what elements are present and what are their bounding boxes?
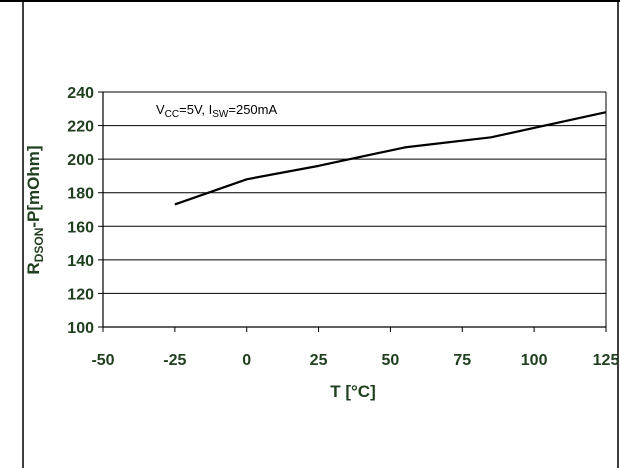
annotation-v: V xyxy=(156,102,165,117)
annotation-v-sub: CC xyxy=(165,109,179,120)
y-tick-label: 200 xyxy=(67,152,94,169)
x-tick-label: 100 xyxy=(521,352,548,369)
y-axis-title: RDSON-P[mOhm] xyxy=(24,145,46,274)
annotation-i-sub: SW xyxy=(212,109,229,120)
y-tick-label: 120 xyxy=(67,286,94,303)
x-tick-label: 50 xyxy=(382,352,400,369)
y-axis-title-rest: -P[mOhm] xyxy=(24,145,43,227)
x-tick-label: -50 xyxy=(91,352,114,369)
x-axis-title: T [°C] xyxy=(330,382,376,401)
y-tick-label: 180 xyxy=(67,186,94,203)
series-layer xyxy=(174,111,607,206)
gridlines xyxy=(103,91,606,294)
axes xyxy=(98,91,607,332)
annotation-i-rest: =250mA xyxy=(228,102,277,117)
x-tick-label: 125 xyxy=(593,352,620,369)
y-tick-label: 220 xyxy=(67,119,94,136)
annotation-v-rest: =5V, I xyxy=(179,102,212,117)
y-axis-title-main: R xyxy=(24,262,43,274)
y-tick-label: 140 xyxy=(67,253,94,270)
y-tick-label: 240 xyxy=(67,85,94,102)
x-tick-label: 0 xyxy=(242,352,251,369)
series-line-0 xyxy=(174,111,607,206)
x-tick-label: 25 xyxy=(310,352,328,369)
y-axis-title-sub: DSON xyxy=(32,228,46,263)
x-tick-label: -25 xyxy=(163,352,186,369)
y-tick-label: 100 xyxy=(67,320,94,337)
tick-labels: 100 120 140 160 180 200 220 240 -50 -25 0 25 50 75 100… xyxy=(67,85,619,369)
y-tick-label: 160 xyxy=(67,219,94,236)
x-tick-label: 75 xyxy=(453,352,471,369)
annotation-text: VCC=5V, ISW=250mA xyxy=(156,102,277,120)
